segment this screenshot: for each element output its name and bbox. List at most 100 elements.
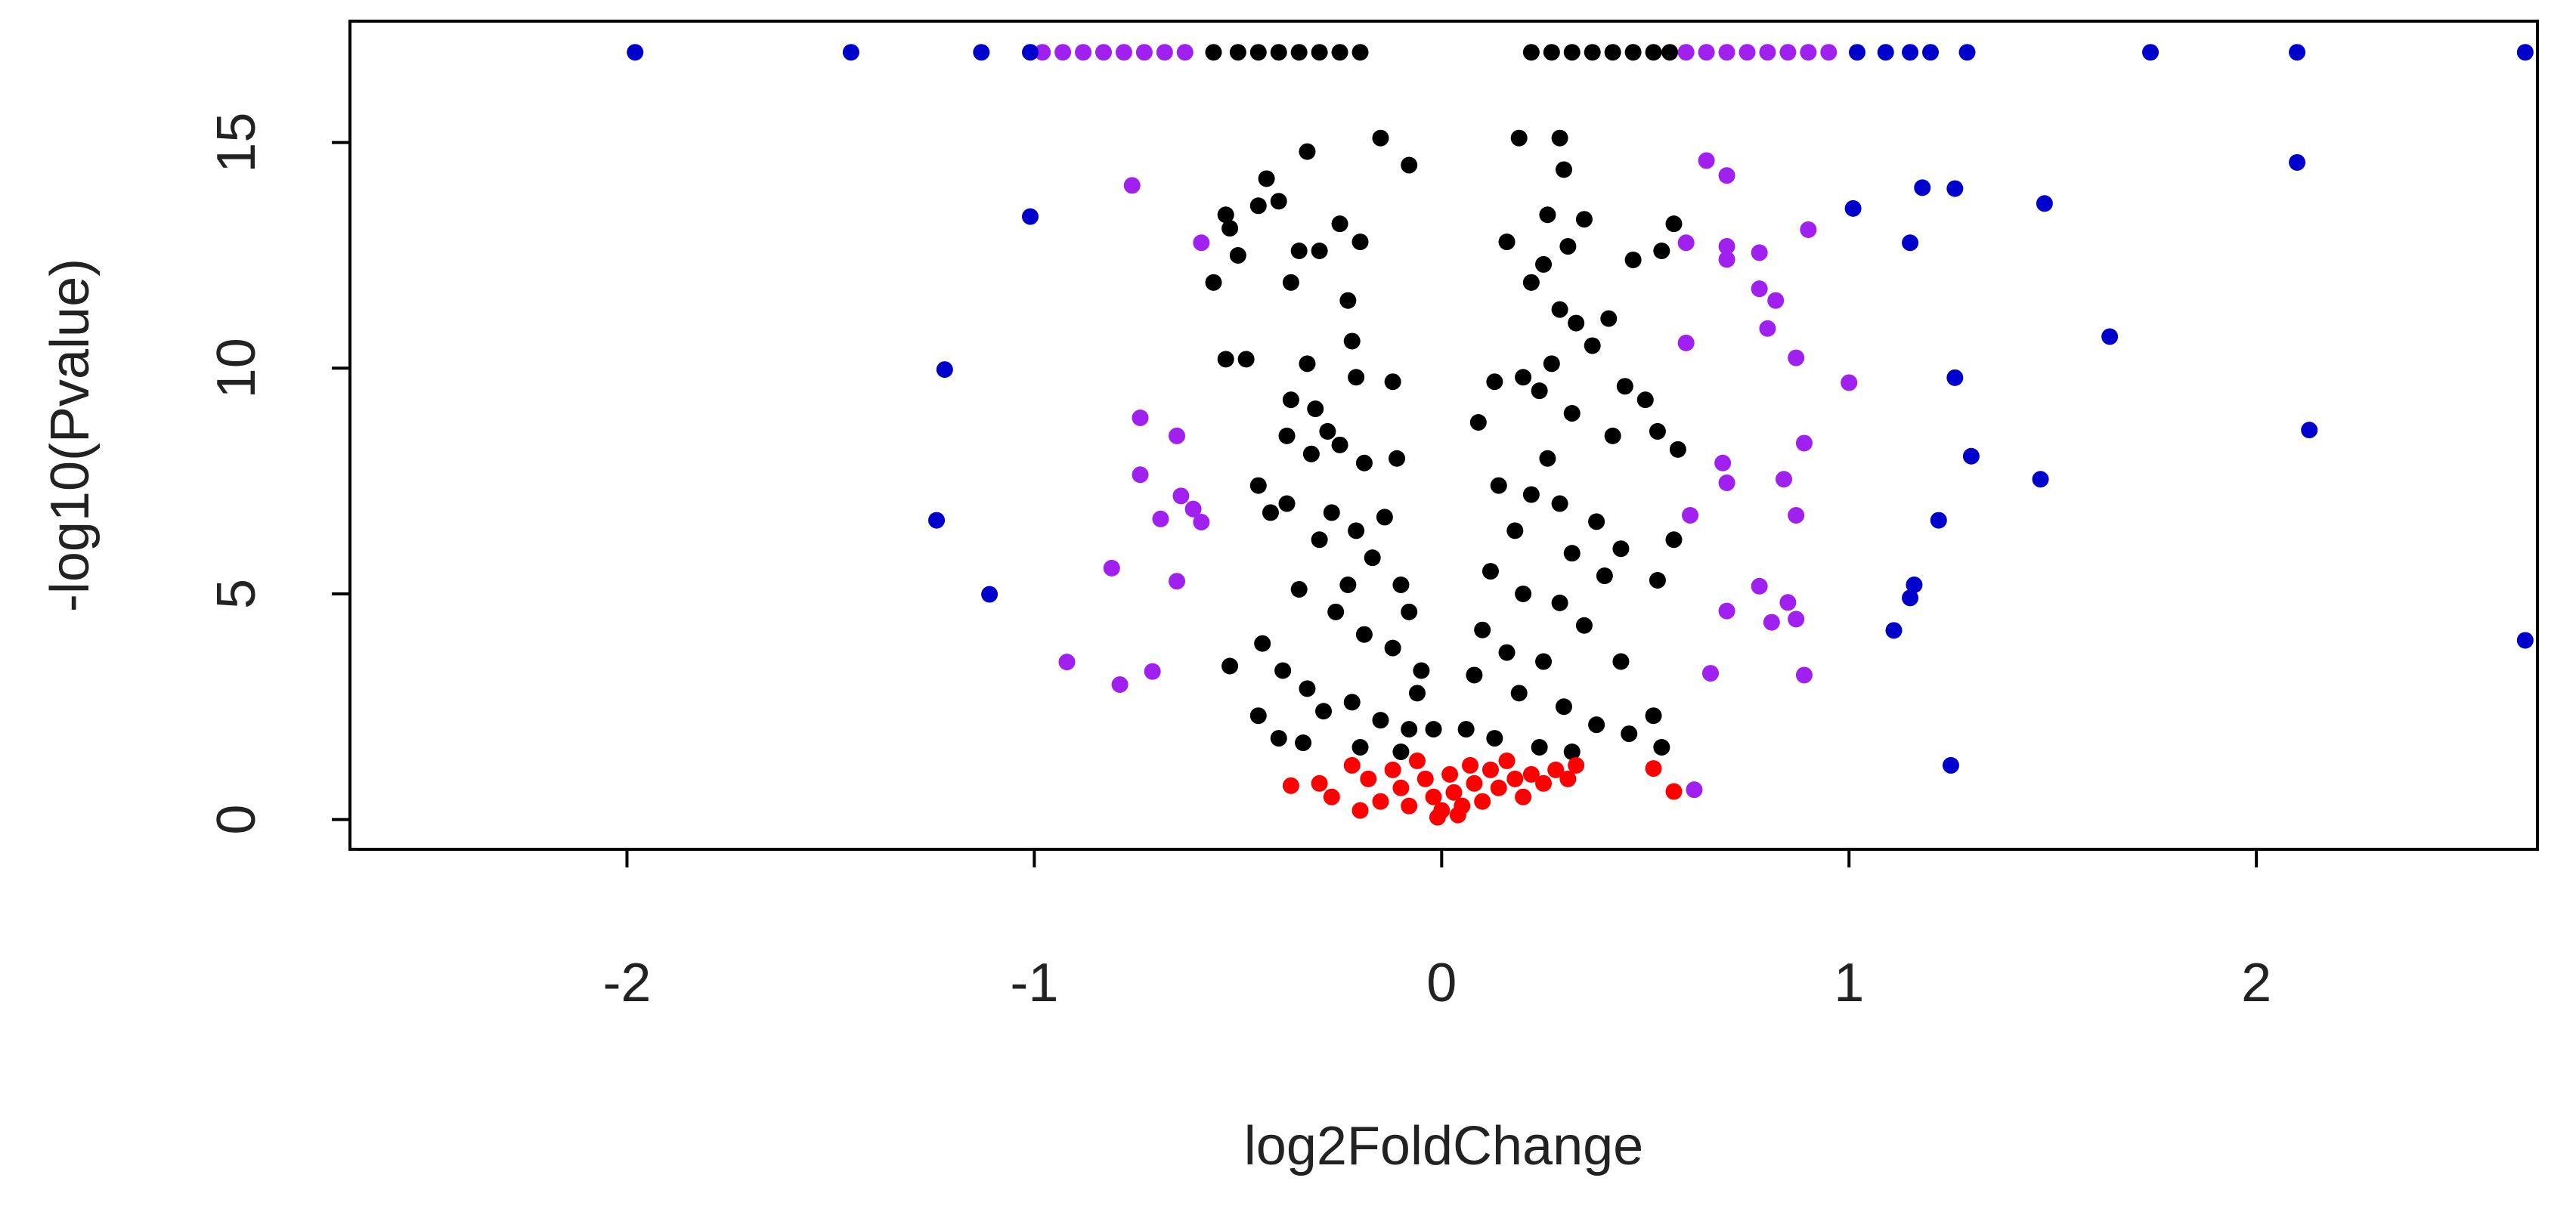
- point: [1295, 734, 1312, 752]
- point: [1682, 507, 1699, 524]
- point: [1249, 477, 1267, 494]
- point: [1665, 783, 1683, 800]
- point: [1563, 545, 1581, 562]
- point: [1788, 611, 1805, 628]
- point: [1498, 233, 1516, 251]
- point: [1315, 703, 1333, 720]
- point: [1311, 531, 1328, 549]
- point: [1677, 234, 1695, 252]
- point: [1299, 355, 1316, 373]
- point: [1372, 793, 1389, 810]
- point: [1307, 400, 1324, 418]
- point: [1515, 585, 1532, 602]
- point: [1922, 44, 1940, 61]
- point: [2101, 328, 2119, 345]
- point: [1763, 614, 1780, 631]
- point: [1698, 152, 1715, 169]
- point: [1596, 567, 1613, 585]
- point: [1800, 221, 1817, 238]
- point: [1413, 662, 1430, 679]
- point: [1958, 44, 1976, 61]
- point: [1604, 427, 1621, 444]
- point: [1392, 576, 1410, 593]
- point: [1718, 602, 1735, 620]
- point: [1103, 559, 1120, 577]
- point: [1355, 626, 1373, 643]
- point: [1584, 44, 1601, 61]
- point: [1902, 234, 1919, 252]
- point: [1299, 143, 1316, 160]
- point: [1498, 752, 1516, 769]
- point: [1323, 788, 1340, 805]
- point: [1282, 391, 1299, 409]
- point: [1290, 44, 1308, 61]
- point: [1384, 373, 1401, 391]
- point: [1506, 770, 1524, 787]
- point: [2036, 195, 2053, 212]
- point: [1665, 215, 1683, 233]
- point: [1535, 774, 1553, 792]
- point: [1738, 44, 1756, 61]
- point: [1270, 44, 1287, 61]
- point: [1115, 44, 1132, 61]
- point: [1144, 663, 1161, 680]
- point: [1351, 233, 1369, 251]
- point: [1531, 382, 1548, 400]
- point: [1946, 180, 1964, 197]
- point: [1645, 760, 1662, 778]
- point: [1535, 255, 1553, 273]
- point: [1217, 206, 1234, 224]
- point: [1441, 765, 1459, 783]
- point: [1718, 167, 1735, 184]
- y-tick-label: 15: [206, 113, 267, 173]
- point: [1270, 730, 1287, 747]
- point: [1902, 44, 1919, 61]
- point: [1877, 44, 1894, 61]
- point: [1543, 44, 1560, 61]
- point: [1563, 44, 1581, 61]
- y-axis-label: -log10(Pvalue): [40, 258, 101, 612]
- point: [1372, 712, 1389, 729]
- point: [1343, 756, 1361, 774]
- point: [1311, 243, 1328, 260]
- point: [1543, 355, 1560, 373]
- point: [1759, 320, 1776, 337]
- point: [1962, 447, 1980, 465]
- point: [1449, 806, 1466, 824]
- point: [1490, 477, 1507, 494]
- point: [1849, 44, 1866, 61]
- point: [1302, 445, 1320, 462]
- point: [1384, 761, 1401, 778]
- point: [1624, 44, 1642, 61]
- point: [1718, 475, 1735, 492]
- point: [1522, 274, 1540, 291]
- point: [1820, 44, 1838, 61]
- point: [1392, 779, 1410, 796]
- point: [1249, 44, 1267, 61]
- point: [1482, 761, 1499, 778]
- point: [1425, 788, 1442, 805]
- point: [1237, 351, 1255, 368]
- point: [1551, 594, 1568, 611]
- point: [1563, 743, 1581, 760]
- point: [1800, 44, 1817, 61]
- point: [1348, 522, 1365, 539]
- point: [1360, 770, 1377, 787]
- point: [1343, 332, 1361, 350]
- point: [1677, 44, 1695, 61]
- point: [1555, 161, 1572, 178]
- point: [1290, 580, 1308, 598]
- point: [1351, 44, 1369, 61]
- point: [1445, 784, 1463, 801]
- point: [1588, 716, 1605, 734]
- point: [1123, 177, 1141, 194]
- point: [2516, 44, 2534, 61]
- point: [1254, 635, 1271, 652]
- point: [1351, 802, 1369, 819]
- point: [1474, 793, 1491, 810]
- point: [1184, 500, 1202, 518]
- point: [1229, 246, 1246, 264]
- point: [1942, 756, 1959, 774]
- point: [981, 586, 999, 603]
